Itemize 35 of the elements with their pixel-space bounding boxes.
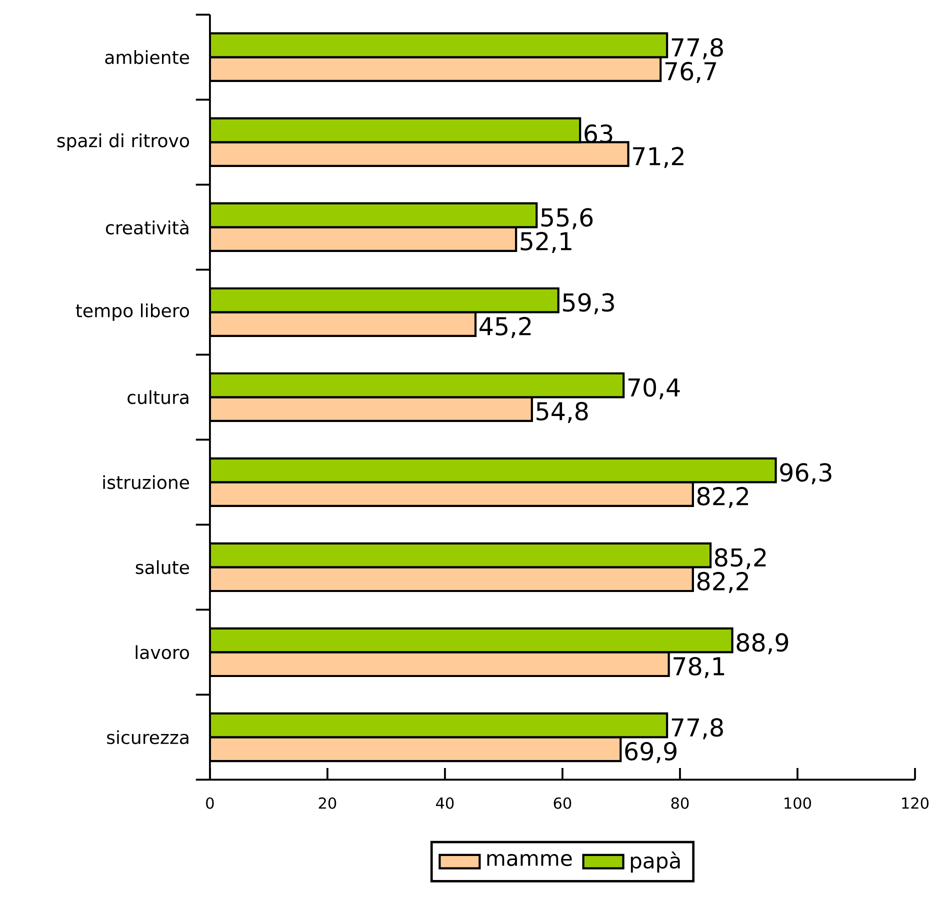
- data-label: 52,1: [520, 232, 572, 254]
- data-label: 59,3: [563, 293, 614, 314]
- data-label: 82,2: [697, 487, 748, 508]
- y-tick-label: creatività: [106, 220, 188, 235]
- data-label: 88,9: [736, 633, 788, 654]
- y-tick-label: istruzione: [103, 475, 189, 490]
- data-label: 78,1: [674, 657, 724, 678]
- data-label: 71,2: [633, 147, 684, 168]
- y-tick-label: lavoro: [136, 645, 189, 660]
- x-tick-label: 80: [671, 798, 689, 810]
- x-tick-label: 120: [902, 798, 929, 810]
- data-label: 45,2: [480, 317, 531, 338]
- x-tick-label: 0: [206, 798, 214, 810]
- data-label: 54,8: [536, 402, 588, 424]
- y-tick-label: spazi di ritrovo: [57, 134, 189, 152]
- x-tick-label: 100: [784, 798, 811, 810]
- data-label: 77,8: [672, 38, 723, 60]
- data-label: 69,9: [625, 742, 676, 764]
- y-tick-label: tempo libero: [76, 304, 189, 322]
- x-tick-label: 20: [318, 798, 336, 810]
- data-label: 70,4: [628, 378, 680, 400]
- x-tick-label: 40: [436, 798, 454, 810]
- data-label: 77,8: [672, 718, 723, 740]
- y-tick-label: ambiente: [105, 50, 189, 64]
- y-tick-label: salute: [136, 560, 189, 574]
- legend-label: mamme: [487, 854, 572, 866]
- x-tick-label: 60: [554, 798, 572, 810]
- data-label: 85,2: [715, 548, 766, 570]
- legend-label: papà: [630, 852, 680, 873]
- data-label: 76,7: [665, 62, 716, 84]
- data-label: 96,3: [780, 463, 832, 484]
- data-label: 82,2: [697, 572, 748, 594]
- data-label: 55,6: [541, 208, 593, 230]
- y-tick-label: sicurezza: [107, 730, 188, 744]
- y-tick-label: cultura: [128, 390, 188, 404]
